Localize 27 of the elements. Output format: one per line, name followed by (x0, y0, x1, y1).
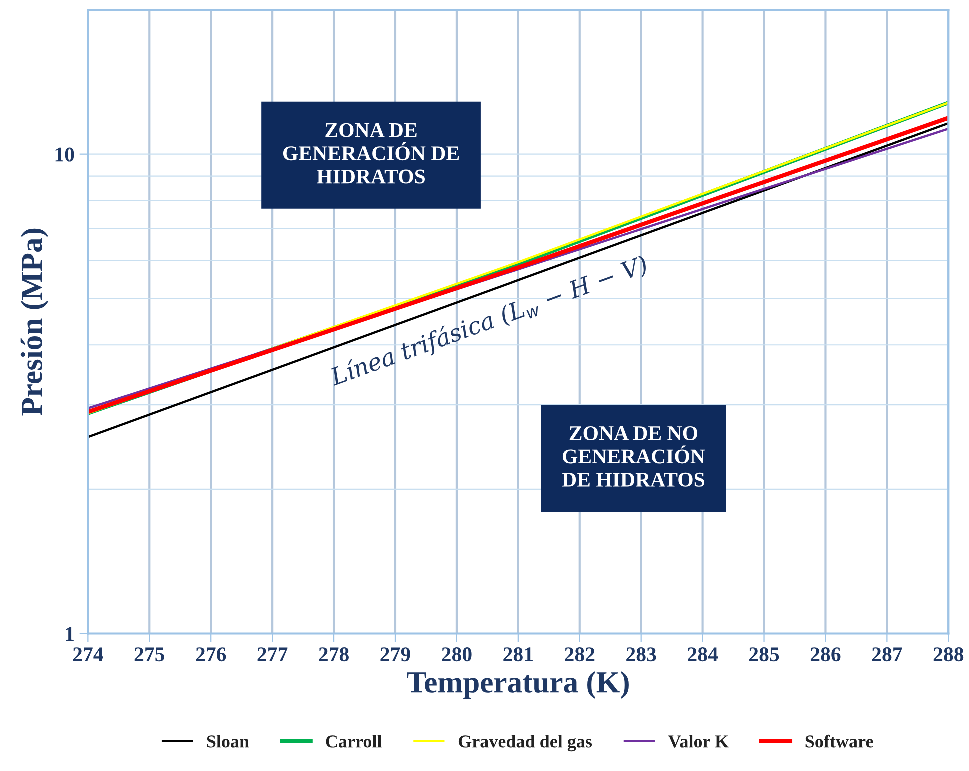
y-tick-label: 1 (66, 627, 74, 641)
x-tick-label: 280 (442, 648, 472, 662)
x-tick-label: 286 (810, 648, 841, 662)
annotation: Línea trifásica (L$_{w}$ − H − V) (328, 254, 650, 391)
x-tick-label: 283 (626, 648, 656, 662)
legend-label: Carroll (326, 735, 382, 748)
legend-label: Valor K (668, 735, 729, 748)
x-tick-label: 284 (688, 648, 718, 662)
x-tick-label: 277 (258, 648, 288, 662)
legend-label: Sloan (207, 735, 250, 748)
legend-label: Gravedad del gas (458, 735, 592, 752)
x-axis-title: Temperatura (K) (407, 671, 629, 700)
x-tick-label: 287 (872, 648, 902, 662)
annotation: ZONA DE GENERACIÓN DE HIDRATOS (283, 123, 460, 184)
x-tick-label: 275 (134, 648, 165, 662)
x-tick-label: 281 (504, 648, 533, 662)
x-tick-label: 274 (73, 648, 104, 662)
x-tick-label: 285 (750, 648, 780, 662)
x-tick-label: 278 (319, 648, 349, 662)
legend-label: Software (806, 734, 874, 748)
y-axis-title: Presión (MPa) (20, 228, 49, 416)
x-tick-label: 276 (196, 648, 226, 662)
x-tick-label: 288 (934, 648, 964, 662)
x-tick-label: 279 (380, 648, 410, 662)
y-tick-label: 10 (56, 148, 74, 162)
annotation: ZONA DE NO GENERACIÓN DE HIDRATOS (562, 426, 706, 487)
x-tick-label: 282 (565, 648, 595, 662)
